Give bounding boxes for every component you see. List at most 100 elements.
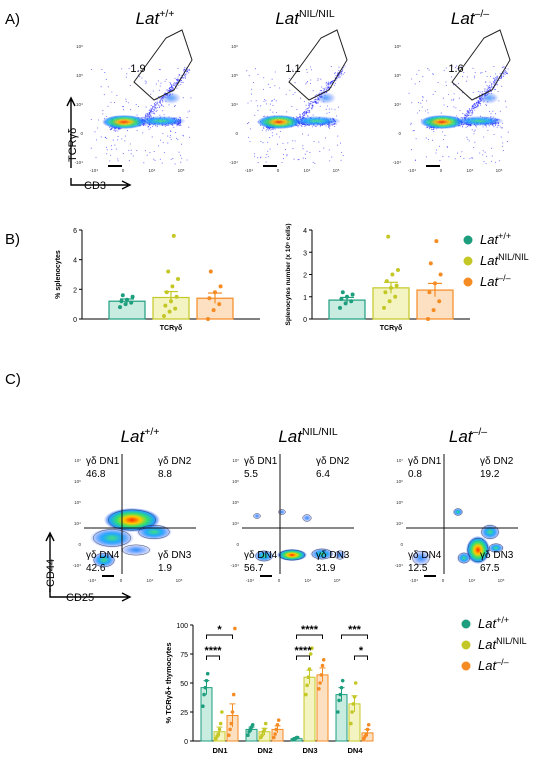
contour-outline: [279, 549, 305, 561]
category-label: TCRγδ: [160, 325, 183, 332]
event-dot: [453, 106, 455, 108]
event-dot: [246, 123, 249, 125]
event-dot: [491, 84, 493, 86]
event-dot: [153, 109, 155, 111]
event-dot: [304, 157, 307, 160]
event-dot: [165, 78, 167, 81]
x-tick-label: -10⁴: [408, 168, 417, 173]
event-dot: [489, 89, 491, 91]
event-dot: [338, 66, 340, 68]
event-dot: [171, 88, 173, 90]
data-point: [213, 290, 217, 295]
event-dot: [188, 126, 190, 128]
event-dot: [474, 75, 476, 77]
event-dot: [105, 146, 107, 148]
event-dot: [328, 126, 330, 128]
genotype-superscript: –/–: [475, 8, 490, 20]
event-dot: [286, 154, 288, 156]
event-dot: [474, 141, 476, 143]
event-dot: [278, 136, 280, 138]
event-dot: [302, 148, 304, 150]
event-dot: [450, 99, 453, 101]
event-dot: [169, 87, 171, 89]
density-contour: [334, 550, 346, 560]
event-dot: [465, 126, 467, 128]
event-dot: [495, 73, 497, 75]
category-label: TCRγδ: [380, 325, 403, 332]
event-dot: [178, 124, 180, 127]
event-dot: [480, 102, 482, 104]
data-point: [338, 305, 342, 310]
event-dot: [444, 134, 446, 137]
event-dot: [338, 75, 340, 77]
event-dot: [507, 68, 509, 70]
event-dot: [263, 100, 265, 102]
flow-plot-c: 10⁷ 10⁶ 10⁵ 10⁴ 0 -10⁴ -10⁴ 0 10⁴ 10⁵ γδ DN1 5.5 γδ …: [231, 454, 354, 583]
data-point: [384, 279, 389, 284]
event-dot: [172, 88, 174, 90]
event-dot: [481, 91, 483, 93]
event-dot: [163, 114, 165, 116]
event-dot: [433, 129, 435, 131]
event-dot: [474, 102, 476, 105]
event-dot: [169, 130, 172, 132]
event-dot: [125, 100, 127, 102]
event-dot: [493, 81, 495, 83]
y-axis-label: Splenocytes number (x 10⁶ cells): [285, 224, 292, 326]
y-tick-label: 0: [184, 739, 188, 746]
event-dot: [282, 153, 285, 155]
event-dot: [97, 127, 99, 129]
event-dot: [177, 80, 179, 82]
event-dot: [153, 110, 155, 112]
event-dot: [314, 162, 316, 164]
event-dot: [274, 71, 276, 73]
event-dot: [176, 87, 178, 89]
y-axis-arrow: [66, 96, 76, 168]
event-dot: [466, 136, 468, 138]
y-tick-label: -10⁴: [230, 160, 239, 165]
event-dot: [432, 93, 434, 96]
event-dot: [326, 112, 328, 114]
significance-label: ****: [301, 624, 319, 636]
category-label: DN2: [257, 746, 272, 755]
event-dot: [412, 130, 414, 132]
event-dot: [320, 90, 322, 92]
event-dot: [265, 156, 267, 159]
legend-marker: [463, 277, 473, 287]
event-dot: [303, 100, 305, 103]
event-dot: [110, 154, 112, 156]
event-dot: [479, 152, 481, 154]
event-dot: [137, 106, 139, 108]
event-dot: [265, 100, 267, 102]
event-dot: [311, 108, 313, 110]
x-tick-label: 0: [122, 168, 125, 173]
event-dot: [414, 159, 416, 161]
data-point: [295, 735, 300, 740]
event-dot: [299, 114, 301, 116]
event-dot: [265, 161, 267, 163]
y-tick-label: 3: [303, 250, 307, 257]
event-dot: [495, 78, 497, 80]
y-tick-label: 2: [73, 287, 77, 294]
event-dot: [274, 85, 276, 87]
event-dot: [169, 136, 171, 138]
event-dot: [167, 91, 169, 93]
event-dot: [502, 142, 504, 144]
event-dot: [294, 82, 296, 84]
event-dot: [159, 100, 161, 102]
event-dot: [463, 72, 465, 74]
y-tick-label: 2: [303, 273, 307, 280]
event-dot: [504, 73, 506, 75]
event-dot: [310, 69, 313, 71]
event-dot: [292, 69, 294, 71]
event-dot: [294, 140, 296, 142]
event-dot: [146, 112, 148, 114]
event-dot: [131, 65, 133, 67]
axis-marker: [263, 165, 277, 167]
event-dot: [456, 65, 458, 67]
event-dot: [307, 134, 309, 136]
y-tick-label: 75: [180, 652, 188, 659]
event-dot: [294, 92, 296, 94]
event-dot: [136, 114, 138, 116]
event-dot: [167, 89, 169, 91]
